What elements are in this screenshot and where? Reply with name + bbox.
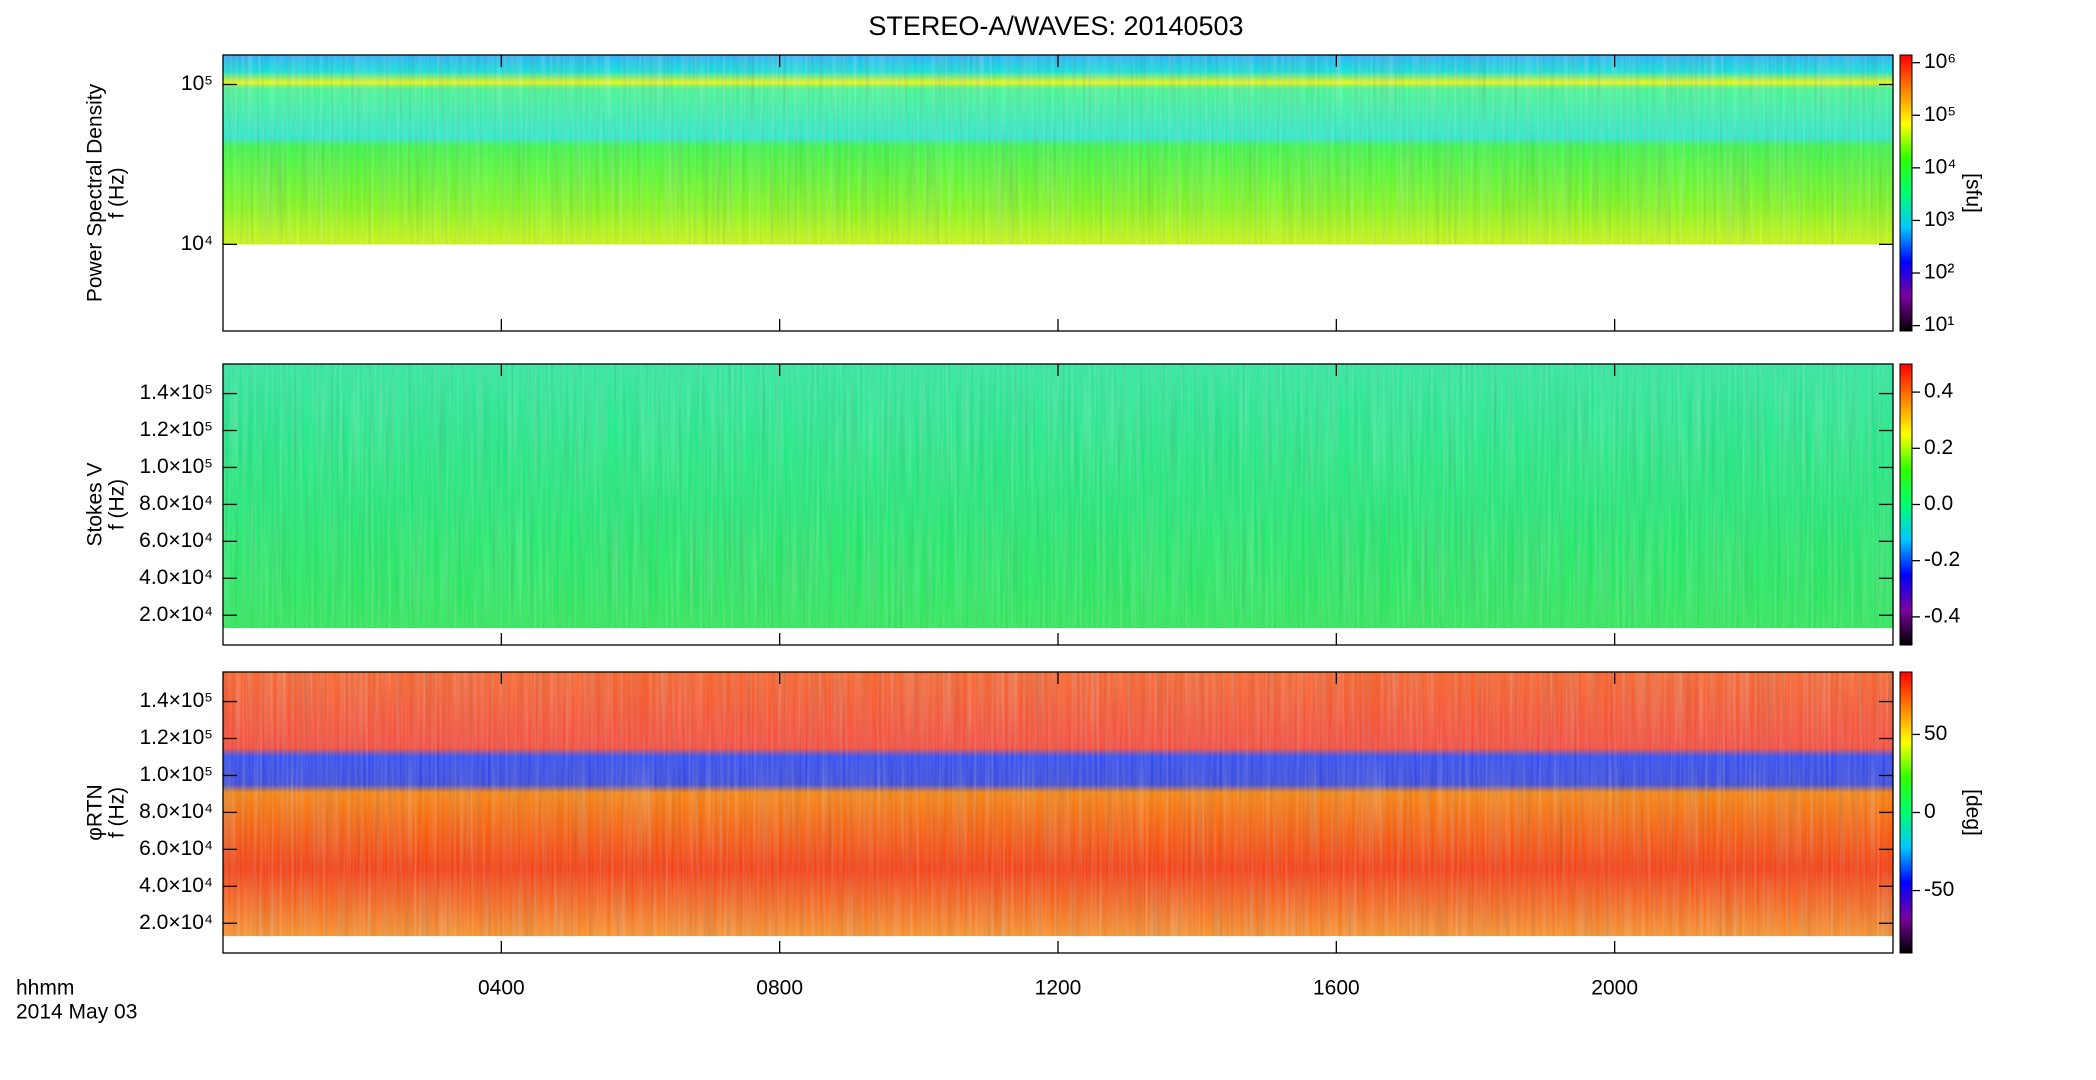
x-tick-label: 1600 (1313, 977, 1360, 1000)
colorbar-tick-label: 10⁵ (1924, 103, 1956, 126)
x-tick-label: 0400 (478, 977, 525, 1000)
y-tick-label: 1.0×10⁵ (139, 763, 213, 786)
colorbar (1899, 54, 1913, 332)
y-tick-label: 2.0×10⁴ (139, 603, 213, 626)
colorbar-label: [sfu] (1961, 173, 1984, 213)
colorbar (1899, 363, 1913, 646)
y-axis-label: f (Hz) (106, 787, 129, 838)
y-tick-label: 1.0×10⁵ (139, 455, 213, 478)
y-tick-label: 1.2×10⁵ (139, 726, 213, 749)
y-tick-label: 8.0×10⁴ (139, 800, 213, 823)
colorbar (1899, 671, 1913, 954)
x-tick-label: 1200 (1035, 977, 1082, 1000)
colorbar-tick-label: 0.4 (1924, 380, 1954, 403)
y-axis-label: f (Hz) (106, 479, 129, 530)
y-axis-label: f (Hz) (106, 167, 129, 218)
y-tick-label: 1.2×10⁵ (139, 418, 213, 441)
y-tick-label: 2.0×10⁴ (139, 911, 213, 934)
y-tick-label: 6.0×10⁴ (139, 529, 213, 552)
spectrogram-texture (223, 364, 1893, 629)
y-tick-label: 10⁴ (181, 232, 213, 255)
chart-title: STEREO-A/WAVES: 20140503 (868, 11, 1243, 41)
colorbar-tick-label: 10² (1924, 261, 1954, 284)
x-axis-label: 2014 May 03 (16, 1001, 137, 1024)
y-tick-label: 6.0×10⁴ (139, 837, 213, 860)
colorbar-tick-label: 10¹ (1924, 313, 1954, 336)
spectrogram-texture (223, 672, 1893, 937)
colorbar-label: [deg] (1961, 789, 1984, 836)
colorbar-tick-label: 10³ (1924, 208, 1954, 231)
y-tick-label: 1.4×10⁵ (139, 689, 213, 712)
y-tick-label: 4.0×10⁴ (139, 566, 213, 589)
y-axis-label: φRTN (84, 784, 107, 840)
colorbar-tick-label: 50 (1924, 722, 1947, 745)
colorbar-tick-label: 10⁶ (1924, 50, 1956, 73)
y-axis-label: Power Spectral Density (84, 83, 107, 302)
y-tick-label: 10⁵ (181, 72, 213, 95)
y-tick-label: 8.0×10⁴ (139, 492, 213, 515)
colorbar-tick-label: 10⁴ (1924, 155, 1956, 178)
colorbar-tick-label: 0.0 (1924, 492, 1953, 515)
colorbar-tick-label: -50 (1924, 878, 1954, 901)
y-tick-label: 4.0×10⁴ (139, 874, 213, 897)
colorbar-tick-label: -0.4 (1924, 604, 1961, 627)
colorbar-tick-label: 0 (1924, 800, 1936, 823)
spectrogram-texture (223, 55, 1893, 245)
colorbar-tick-label: 0.2 (1924, 436, 1953, 459)
x-tick-label: 2000 (1591, 977, 1638, 1000)
y-axis-label: Stokes V (84, 462, 107, 546)
x-axis-label: hhmm (16, 977, 74, 1000)
y-tick-label: 1.4×10⁵ (139, 381, 213, 404)
x-tick-label: 0800 (756, 977, 803, 1000)
colorbar-tick-label: -0.2 (1924, 548, 1960, 571)
